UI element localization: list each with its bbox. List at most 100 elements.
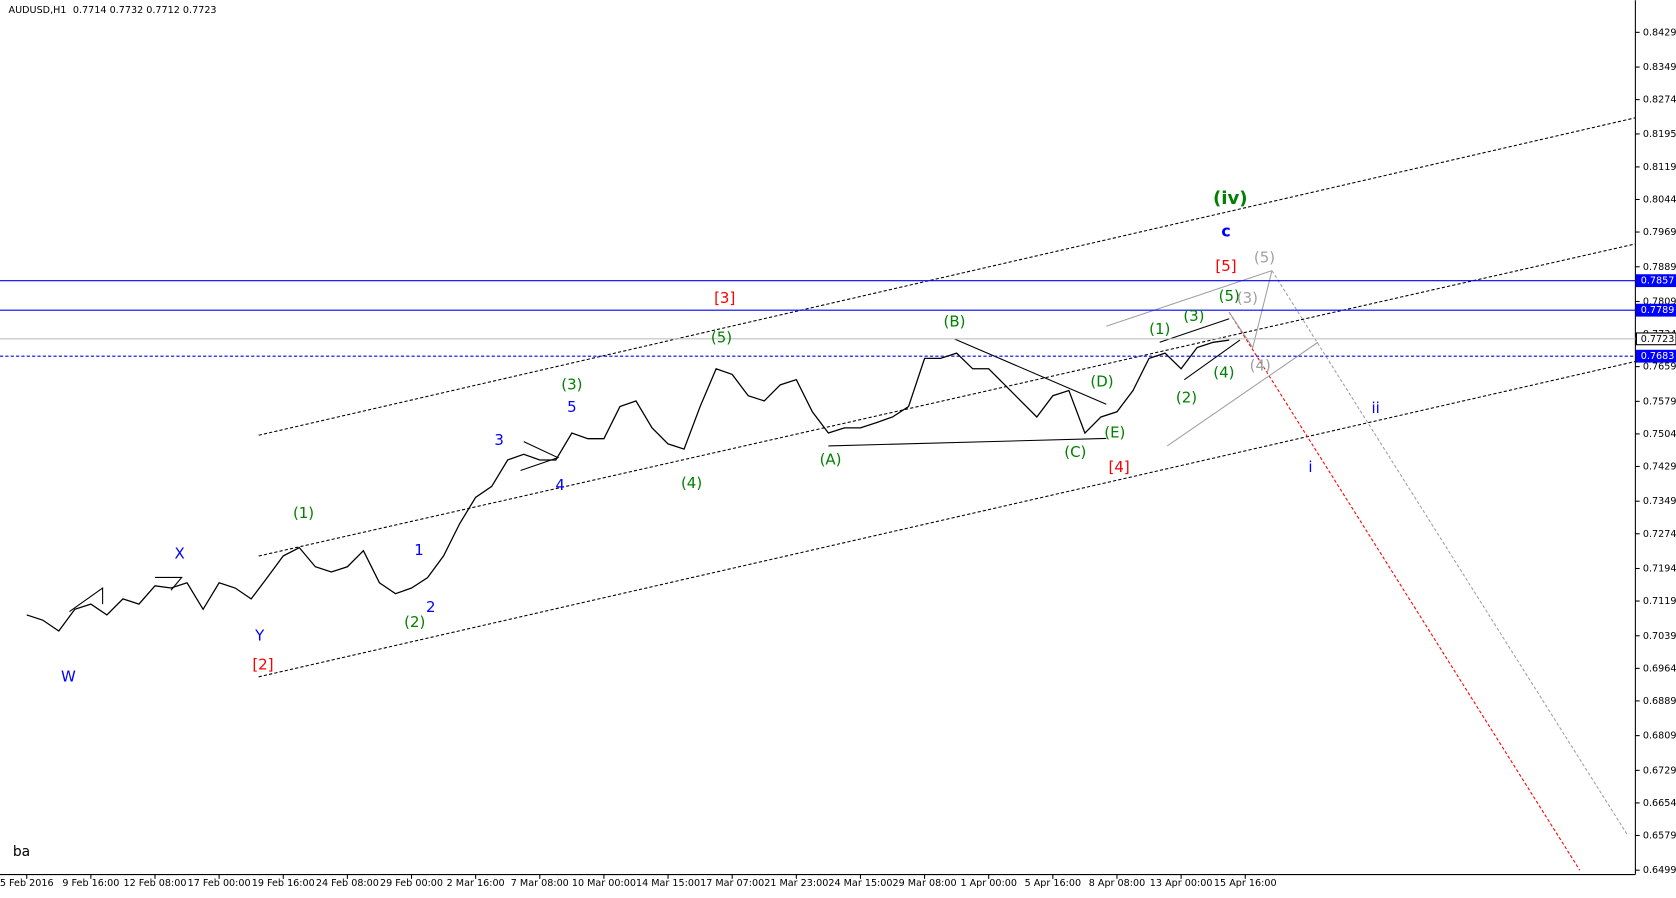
y-tick-label: 0.6889 [1643,696,1676,707]
wave-label: i [1308,458,1312,476]
symbol-title: AUDUSD,H1 0.7714 0.7732 0.7712 0.7723 [9,5,217,16]
x-tick-label: 7 Mar 08:00 [511,878,569,889]
y-tick-label: 0.8044 [1643,194,1676,205]
y-tick-label: 0.6654 [1643,798,1676,809]
price-level-box [1635,303,1676,317]
x-tick-label: 8 Apr 08:00 [1089,878,1146,889]
price-level-label: 0.7789 [1641,305,1675,316]
wave-label: (C) [1064,443,1086,461]
x-tick-label: 21 Mar 23:00 [764,878,828,889]
wedge-lower [1166,341,1319,447]
x-tick-label: 2 Mar 16:00 [447,878,505,889]
small-triangle [520,441,560,472]
triangle-lower [828,437,1107,447]
y-tick-label: 0.7194 [1643,563,1676,574]
wave-label: (4) [681,474,702,492]
wedge-upper [1106,270,1273,327]
triangle-upper [954,338,1107,405]
y-tick-label: 0.7809 [1643,296,1676,307]
y-tick-label: 0.8119 [1643,162,1676,173]
wave-label: (2) [1176,388,1197,406]
y-tick-label: 0.8349 [1643,62,1676,73]
x-tick-label: 15 Apr 16:00 [1214,878,1277,889]
y-tick-label: 0.7659 [1643,362,1676,373]
wave-label: (4) [1250,356,1271,374]
wave-label: [3] [714,289,735,307]
y-tick-label: 0.8195 [1643,129,1676,140]
wave-label: 4 [555,476,565,494]
y-tick-label: 0.6499 [1643,865,1676,876]
x-tick-label: 12 Feb 08:00 [123,878,186,889]
x-tick-label: 24 Feb 08:00 [316,878,379,889]
wave-label: 5 [567,398,577,416]
wave-label: (D) [1090,372,1113,390]
channel-lower [258,360,1636,678]
wave-label: X [174,544,184,562]
price-line [26,339,1230,632]
y-tick-label: 0.7274 [1643,529,1676,540]
y-tick-label: 0.7349 [1643,496,1676,507]
wave-label: (1) [1149,320,1170,338]
price-level-label: 0.7723 [1641,334,1675,345]
corner-label: ba [13,844,30,860]
y-tick-label: 0.6809 [1643,731,1676,742]
wave-path [1228,270,1273,349]
x-tick-label: 13 Apr 00:00 [1150,878,1213,889]
symbol: AUDUSD,H1 [9,5,67,16]
price-level-box [1635,349,1676,363]
projection-gray [1271,270,1628,835]
y-tick-label: 0.6729 [1643,765,1676,776]
price-level-label: 0.7683 [1641,351,1675,362]
wave-label: (4) [1213,364,1234,382]
wave-label: (3) [561,376,582,394]
x-tick-label: 9 Feb 16:00 [62,878,119,889]
price-level-box [1635,332,1676,346]
trend-lines [69,117,1636,871]
y-tick-label: 0.8274 [1643,95,1676,106]
wave-label: (B) [944,312,966,330]
y-tick-label: 0.7429 [1643,461,1676,472]
wave-label: 3 [494,431,504,449]
wave-label: (5) [711,328,732,346]
wave-label: (1) [293,504,314,522]
wave-label: Y [254,627,265,645]
x-tick-label: 24 Mar 15:00 [828,878,892,889]
wave-label: (5) [1254,248,1275,266]
wave-label: (3) [1237,289,1258,307]
diagonal-lower [1184,339,1241,381]
price-level-box [1635,274,1676,288]
channel-upper [258,117,1636,436]
wave-label: c [1221,222,1231,241]
quote: 0.7714 0.7732 0.7712 0.7723 [73,5,217,16]
y-tick-label: 0.7119 [1643,596,1676,607]
x-tick-label: 29 Mar 08:00 [892,878,956,889]
projection-red [1228,312,1581,871]
wave-label: [5] [1215,257,1236,275]
x-tick-label: 14 Mar 15:00 [636,878,700,889]
wave-label: [2] [252,656,273,674]
x-tick-label: 1 Apr 00:00 [960,878,1017,889]
wave-label: (5) [1219,287,1240,305]
y-tick-label: 0.8429 [1643,27,1676,38]
wave-label: 2 [426,598,436,616]
y-tick-label: 0.7039 [1643,631,1676,642]
y-tick-label: 0.6964 [1643,663,1676,674]
y-tick-label: 0.7579 [1643,396,1676,407]
price-level-label: 0.7857 [1641,276,1675,287]
x-tick-label: 5 Apr 16:00 [1025,878,1082,889]
channel-middle [258,243,1636,557]
wave-label: (E) [1104,424,1125,442]
y-tick-label: 0.7504 [1643,429,1676,440]
x-tick-label: 29 Feb 00:00 [380,878,443,889]
y-tick-label: 0.7889 [1643,262,1676,273]
x-tick-label: 17 Mar 07:00 [700,878,764,889]
x-tick-label: 5 Feb 2016 [0,878,54,889]
wave-label: ii [1371,399,1379,417]
wave-label: W [61,667,76,685]
y-tick-label: 0.7969 [1643,227,1676,238]
x-tick-label: 10 Mar 00:00 [572,878,636,889]
wave-label: 1 [414,541,424,559]
y-tick-label: 0.6579 [1643,830,1676,841]
wave-label: [4] [1109,458,1130,476]
